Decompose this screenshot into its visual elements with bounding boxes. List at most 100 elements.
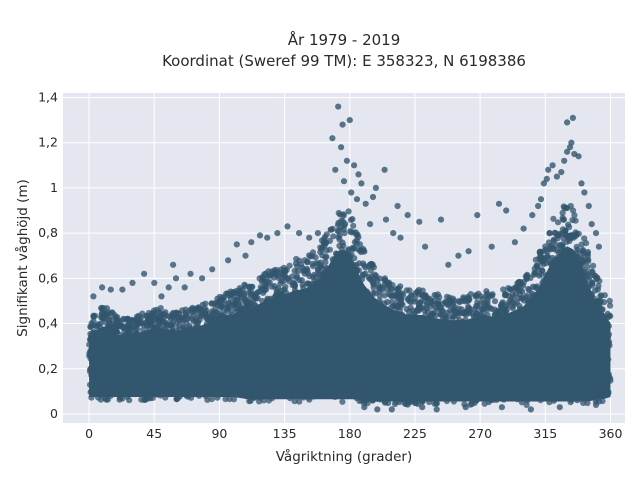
y-axis-label: Signifikant våghöjd (m) (14, 179, 31, 337)
data-point (153, 306, 160, 313)
data-point (208, 396, 215, 403)
data-point (107, 286, 114, 293)
data-point (559, 209, 566, 216)
data-point (350, 229, 357, 236)
chart-title-line-1: År 1979 - 2019 (288, 30, 401, 49)
data-point (121, 324, 128, 331)
data-point (304, 258, 311, 266)
data-point (361, 248, 368, 255)
data-point (350, 222, 357, 229)
data-point (340, 226, 347, 233)
data-point (524, 272, 531, 279)
x-tick-label: 360 (599, 426, 623, 441)
data-point (181, 284, 188, 291)
data-point (568, 139, 575, 146)
data-point (286, 262, 293, 269)
data-point (433, 406, 440, 413)
data-point (465, 248, 472, 255)
data-point (361, 404, 368, 411)
data-point (586, 273, 593, 280)
data-point (455, 252, 462, 259)
data-point (554, 232, 561, 239)
data-point (188, 306, 195, 313)
data-point (408, 292, 415, 299)
data-points (86, 103, 614, 413)
data-point (397, 234, 404, 241)
data-point (437, 216, 445, 223)
data-point (170, 261, 177, 268)
data-point (309, 249, 317, 256)
data-point (179, 314, 186, 321)
data-point (443, 293, 451, 300)
data-point (544, 248, 551, 255)
data-point (569, 114, 577, 121)
data-point (338, 144, 345, 151)
data-point (497, 307, 504, 315)
data-point (371, 271, 379, 278)
data-point (527, 406, 535, 413)
data-point (339, 121, 346, 128)
data-point (376, 275, 383, 282)
data-point (335, 209, 342, 217)
data-point (433, 292, 440, 299)
data-point (592, 230, 600, 237)
data-point (336, 242, 343, 249)
data-point (381, 275, 388, 282)
data-point (523, 292, 530, 299)
data-point (462, 404, 469, 411)
data-point (450, 306, 457, 313)
data-point (286, 278, 293, 285)
data-point (535, 202, 542, 210)
y-tick-label: 0,4 (38, 316, 58, 331)
data-point (92, 312, 99, 319)
chart-title-line-2: Koordinat (Sweref 99 TM): E 358323, N 61… (162, 52, 526, 70)
data-point (397, 283, 404, 290)
data-point (367, 221, 374, 228)
data-point (420, 292, 427, 299)
data-point (342, 220, 349, 227)
data-point (417, 298, 424, 305)
data-point (481, 400, 488, 407)
data-point (208, 300, 215, 307)
y-tick-label: 0 (50, 406, 58, 421)
data-point (298, 277, 305, 284)
data-point (540, 180, 548, 187)
data-point (443, 314, 450, 321)
data-point (553, 173, 561, 180)
data-point (209, 266, 216, 273)
data-point (376, 288, 383, 295)
x-tick-label: 90 (211, 426, 227, 441)
data-point (381, 292, 388, 299)
data-point (326, 237, 333, 244)
data-point (291, 398, 298, 405)
data-point (588, 221, 595, 228)
y-tick-labels: 0 0,2 0,4 0,6 0,8 1 1,2 1,4 (38, 90, 58, 421)
data-point (90, 293, 97, 300)
data-point (317, 263, 324, 270)
data-point (423, 302, 430, 309)
data-point (498, 404, 505, 411)
data-point (353, 196, 361, 203)
data-point (564, 148, 571, 155)
data-point (369, 193, 377, 201)
data-point (495, 200, 503, 207)
data-point (248, 239, 255, 246)
data-point (108, 320, 115, 328)
data-point (98, 305, 105, 312)
data-point (139, 319, 146, 326)
data-point (284, 223, 291, 230)
data-point (511, 239, 518, 246)
data-point (173, 320, 180, 327)
data-point (248, 283, 255, 290)
data-point (157, 310, 164, 317)
data-point (147, 320, 154, 327)
data-point (512, 290, 519, 297)
x-tick-label: 315 (533, 426, 557, 441)
data-point (419, 404, 426, 411)
data-point (560, 216, 567, 223)
data-point (238, 294, 245, 301)
data-point (348, 189, 355, 196)
data-point (274, 230, 281, 237)
data-point (314, 230, 321, 237)
y-tick-label: 0,6 (38, 270, 58, 285)
